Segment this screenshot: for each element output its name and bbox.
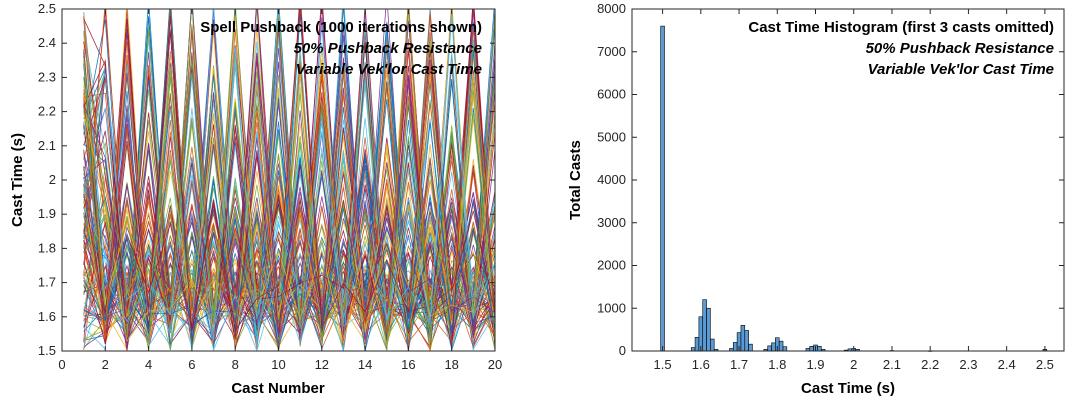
left-x-tick-label: 20 [488,357,502,372]
left-x-tick-label: 2 [102,357,109,372]
left-x-tick-label: 14 [358,357,372,372]
left-x-axis-label: Cast Number [231,380,325,397]
left-y-tick-label: 1.5 [38,343,56,358]
left-y-tick-label: 2.3 [38,69,56,84]
pushback-line-chart: 0 2 4 6 8 10 12 14 16 18 20 1.5 1.6 1.7 1.8 1.9 2 2.1 2.2 2… [9,0,502,397]
cast-time-histogram: 1.5 1.6 1.7 1.8 1.9 2 2.1 2.2 2.3 2.4 2.5 0 1000 2000… [567,1,1064,397]
left-x-tick-label: 10 [271,357,285,372]
right-y-tick-label: 0 [619,343,626,358]
right-y-tick-label: 8000 [597,1,626,16]
right-y-tick-label: 5000 [597,129,626,144]
left-y-tick-label: 2.1 [38,138,56,153]
left-y-axis-label: Cast Time (s) [9,133,26,227]
histogram-bar [783,347,787,351]
left-x-tick-label: 4 [145,357,152,372]
left-y-tick-label: 2 [49,172,56,187]
right-y-tick-label: 4000 [597,172,626,187]
left-y-tick-label: 2.5 [38,1,56,16]
right-y-tick-label: 1000 [597,300,626,315]
right-x-tick-label: 2 [850,357,857,372]
histogram-bar [772,343,776,351]
histogram-bar [817,346,821,351]
histogram-bar [745,330,749,351]
left-x-tick-label: 0 [58,357,65,372]
left-y-tick-label: 1.7 [38,275,56,290]
histogram-bar [699,317,703,351]
left-x-tick-label: 8 [232,357,239,372]
left-x-tick-label: 12 [315,357,329,372]
right-x-tick-label: 2.2 [921,357,939,372]
right-y-tick-label: 2000 [597,258,626,273]
histogram-bar [710,339,714,351]
right-x-tick-label: 2.5 [1036,357,1054,372]
left-y-tick-label: 2.2 [38,104,56,119]
histogram-bar [810,346,814,351]
right-x-tick-label: 1.6 [692,357,710,372]
histogram-bar [707,308,711,351]
histogram-bar [733,342,737,351]
right-x-tick-label: 2.4 [998,357,1016,372]
histogram-bar [749,344,753,351]
histogram-bar [768,346,772,351]
right-annotation-3: Variable Vek'lor Cast Time [868,61,1054,78]
left-x-tick-label: 16 [401,357,415,372]
histogram-bar [703,300,707,351]
right-x-tick-label: 1.9 [806,357,824,372]
left-y-tick-label: 2.4 [38,35,56,50]
left-y-tick-label: 1.8 [38,240,56,255]
right-x-tick-label: 1.8 [768,357,786,372]
histogram-bar [691,348,695,351]
left-y-tick-label: 1.9 [38,206,56,221]
right-x-tick-label: 2.1 [883,357,901,372]
right-x-tick-label: 1.5 [654,357,672,372]
right-annotation-2: 50% Pushback Resistance [866,40,1054,57]
histogram-bar [661,26,665,351]
histogram-bar [695,337,699,351]
right-y-axis-label: Total Casts [567,140,584,220]
left-y-tick-label: 1.6 [38,309,56,324]
right-x-tick-label: 1.7 [730,357,748,372]
right-y-tick-label: 6000 [597,87,626,102]
histogram-bar [741,325,745,351]
left-x-tick-label: 18 [444,357,458,372]
histogram-bar [779,341,783,351]
right-y-tick-label: 7000 [597,44,626,59]
left-annotation-1: Spell Pushback (1000 iterations shown) [200,19,482,36]
left-annotation-3: Variable Vek'lor Cast Time [296,61,482,78]
left-x-tick-label: 6 [188,357,195,372]
right-x-axis-label: Cast Time (s) [801,380,895,397]
left-annotation-2: 50% Pushback Resistance [294,40,482,57]
right-annotation-1: Cast Time Histogram (first 3 casts omitt… [748,19,1054,36]
right-x-tick-label: 2.3 [959,357,977,372]
right-y-tick-label: 3000 [597,215,626,230]
